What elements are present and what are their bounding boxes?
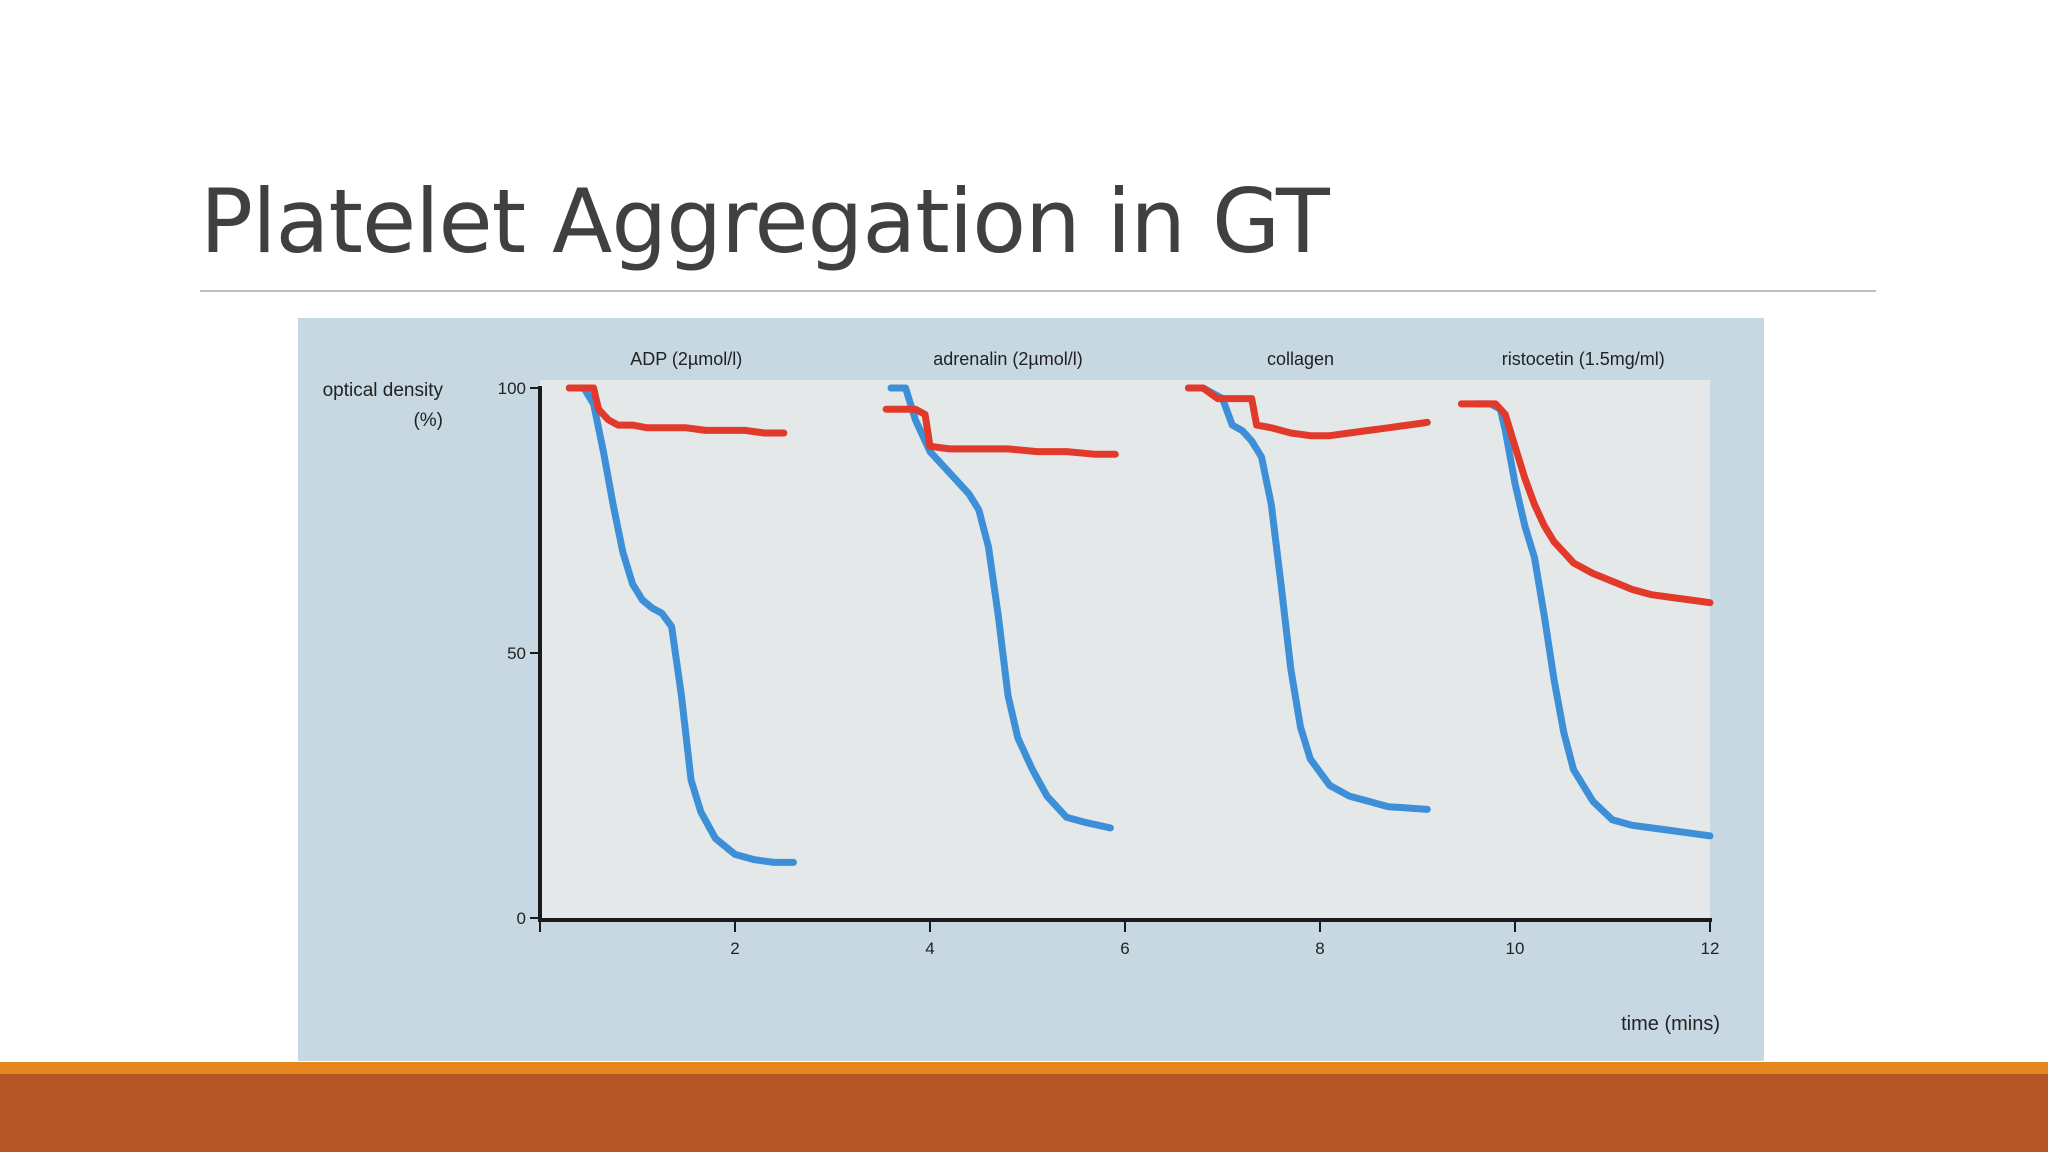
panel-title: ADP (2µmol/l) — [630, 349, 742, 369]
series-layer — [565, 384, 1714, 866]
slide-title: Platelet Aggregation in GT — [200, 170, 1330, 273]
panel-title: ristocetin (1.5mg/ml) — [1502, 349, 1665, 369]
x-tick-label: 10 — [1506, 939, 1525, 958]
panel-title: adrenalin (2µmol/l) — [933, 349, 1082, 369]
y-tick-label: 50 — [507, 644, 526, 663]
trace-line-blue-4 — [1472, 400, 1714, 840]
y-axis-label: optical density — [323, 380, 444, 401]
aggregation-chart: 0 50 100 2 4 6 8 10 12 optical density (%) time (mi… — [298, 318, 1764, 1061]
y-tick-label: 0 — [517, 909, 526, 928]
trace-line-blue-1 — [565, 384, 797, 866]
footer-band — [0, 1074, 2048, 1152]
trace-line-red-1 — [565, 384, 788, 437]
x-tick-label: 12 — [1701, 939, 1720, 958]
aggregation-figure: 0 50 100 2 4 6 8 10 12 optical density (%) time (mi… — [298, 318, 1764, 1061]
trace-line-blue-2 — [887, 384, 1114, 832]
x-tick-label: 8 — [1315, 939, 1324, 958]
labels-layer: 0 50 100 2 4 6 8 10 12 optical density (%) time (mi… — [323, 349, 1720, 1035]
footer-accent-strip — [0, 1062, 2048, 1074]
trace-line-red-2 — [882, 405, 1119, 458]
x-tick-label: 2 — [730, 939, 739, 958]
axes-layer — [530, 386, 1712, 932]
trace-line-blue-3 — [1184, 384, 1431, 813]
trace-line-red-4 — [1457, 400, 1714, 607]
x-tick-label: 4 — [925, 939, 934, 958]
y-axis-label: (%) — [413, 410, 443, 431]
trace-line-red-3 — [1184, 384, 1431, 440]
title-divider — [200, 290, 1876, 292]
x-axis-label: time (mins) — [1621, 1013, 1720, 1035]
x-tick-label: 6 — [1120, 939, 1129, 958]
y-tick-label: 100 — [498, 379, 526, 398]
panel-title: collagen — [1267, 349, 1334, 369]
